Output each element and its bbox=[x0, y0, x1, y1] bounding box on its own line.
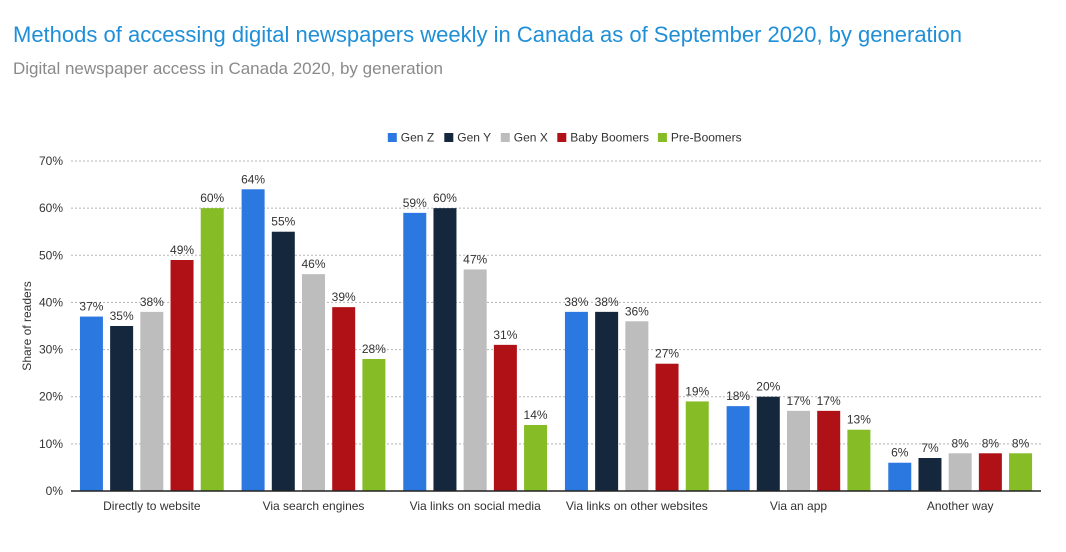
y-tick-label: 40% bbox=[39, 295, 63, 309]
data-label: 46% bbox=[301, 257, 325, 271]
data-label: 14% bbox=[524, 408, 548, 422]
data-label: 8% bbox=[951, 436, 969, 450]
chart-title: Methods of accessing digital newspapers … bbox=[13, 22, 963, 47]
data-label: 19% bbox=[685, 384, 709, 398]
data-label: 36% bbox=[625, 304, 649, 318]
data-label: 13% bbox=[847, 413, 871, 427]
bar-gen-y bbox=[918, 458, 942, 491]
legend-swatch bbox=[657, 133, 667, 142]
data-label: 17% bbox=[817, 394, 841, 408]
grid-lines bbox=[71, 160, 1041, 445]
bar-pre-boomers bbox=[1009, 453, 1033, 491]
data-label: 49% bbox=[170, 243, 194, 257]
y-tick-label: 30% bbox=[39, 343, 63, 357]
x-tick-label: Via an app bbox=[770, 499, 827, 513]
data-label: 39% bbox=[332, 290, 356, 304]
x-tick-label: Via links on social media bbox=[410, 499, 542, 513]
bar-pre-boomers bbox=[362, 359, 386, 491]
data-label: 28% bbox=[362, 342, 386, 356]
bar-gen-z bbox=[79, 316, 103, 491]
bar-gen-y bbox=[110, 326, 134, 491]
x-tick-label: Via links on other websites bbox=[566, 499, 708, 513]
bar-baby-boomers bbox=[170, 260, 194, 491]
bar-gen-x bbox=[625, 321, 649, 491]
bar-pre-boomers bbox=[847, 429, 871, 491]
data-label: 55% bbox=[271, 215, 295, 229]
bar-baby-boomers bbox=[817, 410, 841, 491]
data-label: 27% bbox=[655, 347, 679, 361]
data-label: 17% bbox=[786, 394, 810, 408]
legend-label: Gen X bbox=[514, 131, 548, 145]
y-tick-label: 70% bbox=[39, 154, 63, 168]
data-label: 7% bbox=[921, 441, 939, 455]
legend-label: Baby Boomers bbox=[570, 131, 649, 145]
bar-gen-y bbox=[756, 396, 780, 491]
data-label: 60% bbox=[200, 191, 224, 205]
bar-gen-z bbox=[403, 212, 427, 491]
data-label: 47% bbox=[463, 252, 487, 266]
legend-swatch bbox=[444, 133, 454, 142]
legend-label: Gen Y bbox=[457, 131, 491, 145]
y-axis-ticks: 0% 10% 20% 30% 40% 50% 60% 70% bbox=[39, 154, 63, 498]
bar-gen-z bbox=[888, 462, 912, 491]
data-label: 37% bbox=[79, 300, 103, 314]
bar-gen-x bbox=[302, 274, 325, 491]
bar-baby-boomers bbox=[332, 307, 356, 491]
legend-swatch bbox=[557, 133, 567, 142]
chart-subtitle: Digital newspaper access in Canada 2020,… bbox=[13, 59, 443, 78]
data-label: 18% bbox=[726, 389, 750, 403]
data-label: 38% bbox=[140, 295, 164, 309]
x-tick-label: Directly to website bbox=[103, 499, 201, 513]
y-tick-label: 0% bbox=[46, 484, 64, 498]
data-labels: 37% 35% 38% 49% 60% 64% 55% 46% 39% 28% 59% 60% 47% 3… bbox=[79, 172, 1029, 459]
x-tick-label: Another way bbox=[927, 499, 994, 513]
bar-gen-z bbox=[241, 189, 265, 492]
bar-gen-x bbox=[787, 410, 810, 491]
data-label: 20% bbox=[756, 380, 780, 394]
legend: Gen Z Gen Y Gen X Baby Boomers Pre-Boomers bbox=[387, 131, 742, 145]
data-label: 60% bbox=[433, 191, 457, 205]
data-label: 59% bbox=[403, 196, 427, 210]
data-label: 31% bbox=[493, 328, 517, 342]
y-axis-title: Share of readers bbox=[20, 281, 34, 370]
bar-baby-boomers bbox=[655, 363, 679, 491]
y-tick-label: 50% bbox=[39, 248, 63, 262]
x-axis-ticks: Directly to website Via search engines Via… bbox=[103, 499, 993, 513]
bar-pre-boomers bbox=[524, 425, 548, 491]
x-tick-label: Via search engines bbox=[263, 499, 365, 513]
data-label: 64% bbox=[241, 172, 265, 186]
legend-label: Pre-Boomers bbox=[671, 131, 742, 145]
bar-pre-boomers bbox=[200, 208, 224, 491]
bar-baby-boomers bbox=[493, 344, 517, 491]
y-tick-label: 60% bbox=[39, 201, 63, 215]
bar-gen-x bbox=[948, 453, 972, 491]
bar-baby-boomers bbox=[978, 453, 1002, 491]
bar-pre-boomers bbox=[685, 401, 709, 491]
legend-swatch bbox=[387, 133, 397, 142]
y-tick-label: 10% bbox=[39, 437, 63, 451]
legend-label: Gen Z bbox=[401, 131, 434, 145]
data-label: 8% bbox=[982, 436, 1000, 450]
bar-gen-y bbox=[271, 231, 295, 491]
bar-gen-z bbox=[564, 311, 588, 491]
bar-gen-x bbox=[140, 311, 164, 491]
data-label: 35% bbox=[110, 309, 134, 323]
data-label: 8% bbox=[1012, 436, 1030, 450]
bar-gen-z bbox=[726, 406, 750, 491]
bars bbox=[79, 189, 1033, 492]
bar-gen-x bbox=[463, 269, 487, 491]
data-label: 38% bbox=[564, 295, 588, 309]
legend-swatch bbox=[500, 133, 510, 142]
data-label: 6% bbox=[891, 446, 909, 460]
data-label: 38% bbox=[595, 295, 619, 309]
bar-gen-y bbox=[433, 208, 457, 491]
y-tick-label: 20% bbox=[39, 390, 63, 404]
bar-gen-y bbox=[595, 311, 619, 491]
